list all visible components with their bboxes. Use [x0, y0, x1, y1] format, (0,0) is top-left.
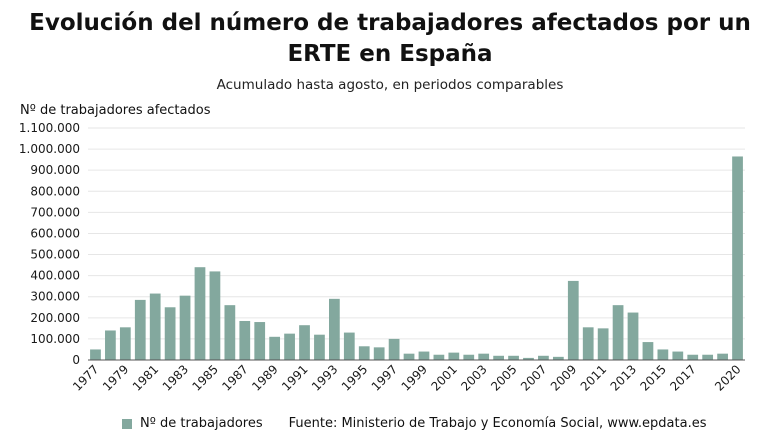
x-tick-label: 1981: [130, 362, 161, 393]
bar-2019: [717, 353, 728, 360]
bar-2006: [523, 357, 534, 360]
y-tick-label: 1.000.000: [19, 142, 80, 156]
x-tick-label: 1985: [190, 362, 221, 393]
y-tick-label: 1.100.000: [19, 121, 80, 135]
y-tick-label: 900.000: [30, 163, 80, 177]
bar-1985: [209, 271, 221, 360]
x-tick-label: 2007: [518, 362, 549, 393]
bar-1999: [418, 351, 430, 360]
bar-1979: [119, 327, 131, 360]
y-tick-label: 200.000: [30, 311, 80, 325]
bar-2011: [597, 328, 609, 360]
bar-1989: [269, 336, 281, 360]
x-tick-labels: 1977197919811983198519871989199119931995…: [70, 362, 744, 393]
bar-1988: [254, 322, 266, 360]
bar-2001: [448, 352, 460, 360]
bar-1986: [224, 305, 236, 360]
bar-2004: [493, 355, 504, 360]
x-tick-label: 2005: [488, 362, 519, 393]
bar-1978: [105, 330, 116, 360]
x-tick-label: 1979: [100, 362, 131, 393]
chart-subtitle: Acumulado hasta agosto, en periodos comp…: [216, 77, 564, 93]
x-tick-label: 2009: [548, 362, 579, 393]
y-tick-label: 600.000: [30, 226, 80, 240]
y-tick-label: 100.000: [30, 332, 80, 346]
y-tick-label: 0: [72, 353, 80, 367]
x-tick-label: 2020: [712, 362, 743, 393]
bars: [90, 156, 743, 360]
bar-1992: [314, 334, 325, 360]
bar-1994: [343, 332, 355, 360]
bar-1990: [284, 333, 295, 360]
bar-2003: [478, 353, 490, 360]
bar-1984: [194, 267, 206, 360]
bar-2013: [627, 312, 639, 360]
bar-1997: [388, 338, 400, 360]
legend-label: Nº de trabajadores: [140, 416, 263, 431]
x-tick-label: 1991: [279, 362, 310, 393]
bar-1995: [358, 346, 370, 360]
bar-1987: [239, 320, 251, 360]
x-tick-label: 2013: [608, 362, 639, 393]
bar-2018: [702, 354, 714, 360]
bar-1993: [329, 298, 340, 360]
bar-2010: [582, 327, 594, 360]
x-tick-label: 2017: [667, 362, 698, 393]
legend: Nº de trabajadores Fuente: Ministerio de…: [122, 416, 706, 431]
x-tick-label: 2003: [458, 362, 489, 393]
x-tick-label: 1989: [249, 362, 280, 393]
bar-1977: [90, 349, 101, 360]
bar-1983: [179, 295, 191, 360]
y-tick-labels: 0 100.000 200.000 300.000 400.000 500.000 600.…: [19, 121, 80, 367]
x-tick-label: 2011: [578, 362, 609, 393]
chart-title: Evolución del número de trabajadores afe…: [29, 10, 751, 67]
bar-1981: [149, 293, 161, 360]
legend-swatch: [122, 418, 132, 429]
bar-2002: [463, 354, 475, 360]
bar-1982: [164, 307, 176, 360]
bar-2016: [672, 351, 684, 360]
bar-2008: [552, 356, 564, 360]
y-tick-label: 800.000: [30, 184, 80, 198]
y-tick-label: 500.000: [30, 248, 80, 262]
x-tick-label: 1995: [339, 362, 370, 393]
bar-2000: [433, 354, 445, 360]
bar-2015: [657, 349, 669, 360]
bar-2017: [687, 354, 699, 360]
x-tick-label: 1987: [219, 362, 250, 393]
bar-2005: [508, 355, 519, 360]
source-note: Fuente: Ministerio de Trabajo y Economía…: [288, 416, 707, 431]
bar-2020: [732, 156, 743, 360]
x-tick-label: 1993: [309, 362, 340, 393]
bar-1998: [403, 353, 415, 360]
x-tick-label: 1999: [399, 362, 430, 393]
bar-1991: [299, 325, 310, 360]
y-tick-label: 700.000: [30, 205, 80, 219]
x-tick-label: 2001: [428, 362, 459, 393]
y-tick-label: 400.000: [30, 269, 80, 283]
bar-1980: [134, 299, 146, 360]
bar-1996: [373, 347, 385, 360]
x-tick-label: 2015: [637, 362, 668, 393]
x-tick-label: 1997: [369, 362, 400, 393]
bar-2009: [567, 280, 579, 360]
y-axis-label: Nº de trabajadores afectados: [20, 103, 211, 118]
bar-2014: [642, 342, 654, 360]
y-tick-label: 300.000: [30, 290, 80, 304]
bar-2012: [612, 305, 624, 360]
x-tick-label: 1983: [160, 362, 191, 393]
bar-2007: [538, 355, 549, 360]
